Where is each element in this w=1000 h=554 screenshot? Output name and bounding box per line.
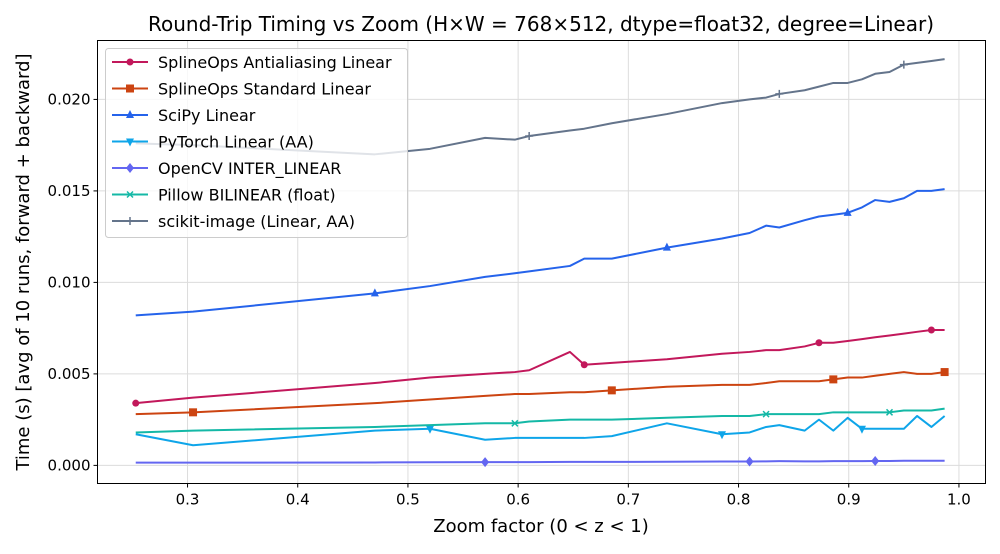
legend-label: OpenCV INTER_LINEAR	[158, 159, 341, 179]
legend-label: PyTorch Linear (AA)	[158, 133, 314, 152]
legend-marker	[126, 84, 134, 93]
series-line	[135, 328, 945, 405]
data-point	[815, 339, 823, 347]
y-axis-label: Time (s) [avg of 10 runs, forward + back…	[13, 53, 34, 471]
data-point	[662, 242, 671, 251]
x-tick-label: 0.7	[616, 491, 640, 509]
series-line	[135, 371, 945, 416]
x-tick-label: 0.8	[727, 491, 751, 509]
data-point	[189, 408, 198, 417]
x-tick-label: 0.4	[286, 491, 310, 509]
legend-marker	[126, 190, 134, 199]
series-line	[135, 58, 945, 156]
y-tick-label: 0.020	[48, 90, 91, 108]
legend-box	[105, 48, 408, 238]
series-splineops-standard-linear	[135, 368, 949, 417]
data-point	[857, 425, 866, 434]
series-line	[135, 414, 946, 447]
data-point	[607, 386, 616, 395]
legend: SplineOps Antialiasing Linear SplineOps S…	[105, 48, 408, 238]
legend-label: scikit-image (Linear, AA)	[158, 212, 355, 231]
legend-label: SciPy Linear	[158, 106, 256, 125]
data-point	[927, 326, 935, 334]
data-point	[580, 361, 588, 369]
data-point	[843, 207, 852, 216]
data-point	[481, 457, 490, 468]
y-tick-label: 0.010	[48, 273, 91, 291]
legend-marker	[126, 163, 134, 173]
series-scikit-image-linear-aa-	[135, 58, 945, 156]
series-splineops-antialiasing-linear	[132, 326, 945, 407]
x-tick-label: 0.5	[396, 491, 420, 509]
y-tick-label: 0.005	[48, 365, 91, 383]
data-point	[132, 399, 140, 407]
x-axis-label: Zoom factor (0 < z < 1)	[433, 516, 649, 537]
y-tick-label: 0.015	[48, 182, 91, 200]
legend-label: SplineOps Standard Linear	[158, 80, 371, 99]
x-tick-label: 1.0	[947, 491, 971, 509]
series-pillow-bilinear-float-	[135, 407, 945, 434]
data-point	[511, 419, 519, 427]
data-point	[370, 288, 379, 297]
chart-title: Round-Trip Timing vs Zoom (H×W = 768×512…	[148, 12, 934, 36]
legend-marker	[126, 217, 134, 225]
legend-label: SplineOps Antialiasing Linear	[158, 53, 392, 72]
x-tick-label: 0.3	[176, 491, 200, 509]
data-point	[745, 456, 754, 467]
plot-frame	[97, 40, 986, 484]
data-point	[885, 408, 894, 416]
series-pytorch-linear-aa-	[135, 414, 946, 447]
data-point	[525, 132, 534, 141]
x-tick-label: 0.9	[837, 491, 861, 509]
ticks: 0.3 0.4 0.5 0.6 0.7 0.8 0.9 1.0 0.000 0.005 0.010 0…	[48, 90, 971, 508]
data-point	[775, 89, 784, 98]
x-tick-label: 0.6	[506, 491, 530, 509]
data-point	[762, 410, 770, 418]
legend-marker	[126, 110, 134, 118]
data-point	[718, 431, 727, 440]
data-point	[871, 455, 880, 466]
data-point	[829, 375, 838, 384]
data-point	[940, 368, 949, 377]
data-point	[425, 425, 434, 434]
series-line	[135, 407, 945, 434]
series-layer	[132, 58, 949, 468]
series-line	[135, 188, 945, 317]
data-point	[899, 60, 908, 69]
series-opencv-inter-linear	[135, 455, 945, 468]
series-scipy-linear	[135, 188, 945, 317]
y-tick-label: 0.000	[48, 456, 91, 474]
legend-label: Pillow BILINEAR (float)	[158, 186, 336, 205]
legend-marker	[126, 58, 134, 66]
series-line	[135, 459, 945, 464]
legend-marker	[126, 138, 134, 147]
